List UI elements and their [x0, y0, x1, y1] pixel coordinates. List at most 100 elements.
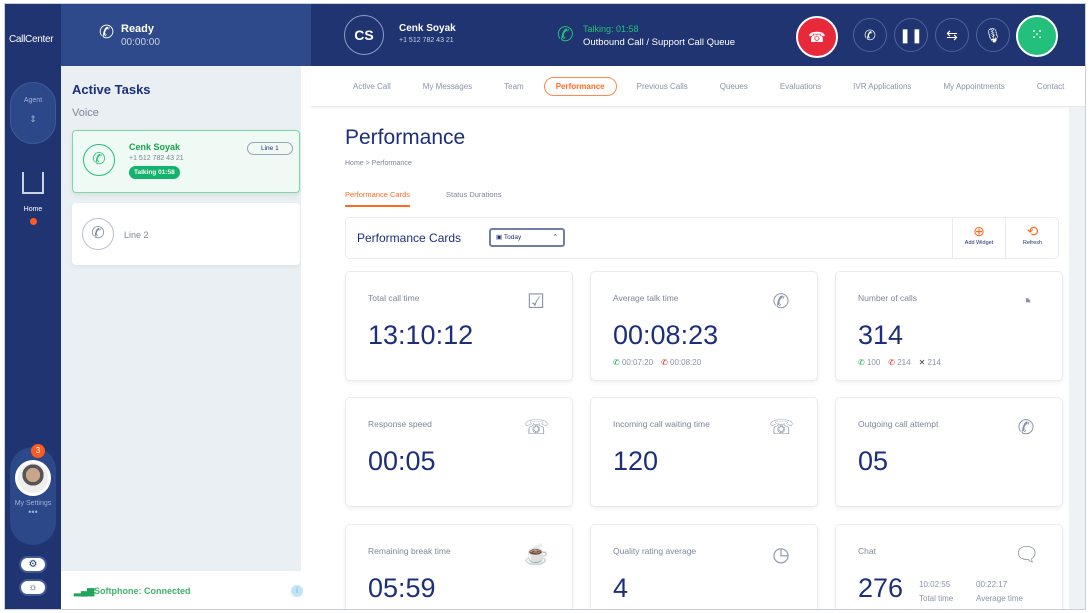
- breadcrumb[interactable]: Home > Performance: [345, 160, 412, 167]
- active-dot: [29, 218, 37, 225]
- card-value: 00:08:23: [613, 320, 719, 350]
- card-outgoing-call-attempt: Outgoing call attempt ✆ 05: [835, 397, 1063, 507]
- tab-queues[interactable]: Queues: [719, 81, 748, 91]
- ringing-phone-icon: ☏: [524, 417, 550, 439]
- mute-button[interactable]: 🎙: [976, 18, 1010, 52]
- softphone-label: Softphone: Connected: [94, 586, 191, 596]
- waiting-call-icon: ☏: [769, 417, 795, 439]
- card-title: Outgoing call attempt: [858, 419, 939, 429]
- tab-my-appointments[interactable]: My Appointments: [943, 81, 1005, 91]
- left-rail: CallCenter Agent ⇕ Home 3 My Settings •••…: [5, 4, 61, 609]
- refresh-button[interactable]: ⟲ Refresh: [1005, 218, 1059, 258]
- card-title: Average talk time: [613, 293, 679, 303]
- incoming-count: 100: [866, 358, 881, 367]
- card-title: Number of calls: [858, 293, 918, 303]
- outgoing-call-icon: ✆: [661, 358, 668, 367]
- add-widget-label: Add Widget: [964, 240, 994, 246]
- calendar-check-icon: ☑: [527, 291, 545, 313]
- add-widget-button[interactable]: ⊕ Add Widget: [952, 218, 1005, 258]
- line-badge: Line 1: [247, 142, 293, 155]
- home-icon: [22, 172, 44, 194]
- agent-switcher[interactable]: Agent ⇕: [10, 82, 56, 144]
- agent-status[interactable]: ✆ Ready 00:00:00: [61, 4, 311, 66]
- call-header: CS Cenk Soyak +1 512 782 43 21 ✆ Talking…: [311, 4, 1085, 66]
- outgoing-call-icon: ✆: [888, 358, 895, 367]
- chevron-up-icon: ⌃: [552, 234, 558, 241]
- chevron-updown-icon: ⇕: [29, 114, 37, 124]
- card-value: 120: [613, 446, 659, 476]
- task-name: Line 2: [124, 230, 149, 240]
- call-queue: Outbound Call / Support Call Queue: [583, 37, 736, 48]
- chat-icon: 🗨: [1014, 544, 1040, 566]
- task-item-line2[interactable]: ✆ Line 2: [72, 203, 300, 265]
- card-value: 13:10:12: [368, 320, 474, 350]
- card-value: 00:05: [368, 446, 436, 476]
- phone-icon: ✆: [99, 22, 115, 42]
- avatar: [15, 460, 51, 496]
- incoming-avg: 00:07:20: [621, 358, 654, 367]
- card-response-speed: Response speed ☏ 00:05: [345, 397, 573, 507]
- task-item[interactable]: ✆ Cenk Soyak +1 512 782 43 21 Talking 01…: [72, 130, 300, 193]
- tab-ivr-applications[interactable]: IVR Applications: [853, 81, 912, 91]
- notification-badge: 3: [31, 444, 45, 458]
- missed-call-icon: ✕: [918, 358, 926, 367]
- subtab-performance-cards[interactable]: Performance Cards: [345, 190, 411, 207]
- task-phone: +1 512 782 43 21: [129, 155, 184, 162]
- chat-total-time: 10:02:55: [919, 580, 951, 589]
- card-title: Incoming call waiting time: [613, 419, 710, 429]
- card-average-talk-time: Average talk time ✆ 00:08:23 ✆ 00:07:20 ✆…: [590, 271, 818, 381]
- dialpad-button[interactable]: ⁙: [1016, 15, 1058, 57]
- hold-button[interactable]: ❚❚: [894, 18, 928, 52]
- tab-evaluations[interactable]: Evaluations: [779, 81, 822, 91]
- card-title: Remaining break time: [368, 546, 451, 556]
- tab-my-messages[interactable]: My Messages: [422, 81, 473, 91]
- page-title: Performance: [345, 126, 466, 149]
- subtab-status-durations[interactable]: Status Durations: [446, 190, 502, 199]
- card-quality-rating-average: Quality rating average ◷ 4: [590, 524, 818, 609]
- incoming-call-icon: ✆: [858, 358, 865, 367]
- softphone-status: ▂▄▆ Softphone: Connected i: [61, 571, 303, 609]
- chat-total-label: Total time: [919, 594, 954, 603]
- caller-avatar: CS: [344, 15, 384, 55]
- chat-total: 10:02:55 Total time: [919, 578, 953, 606]
- tab-contact[interactable]: Contact: [1036, 81, 1065, 91]
- status-timer: 00:00:00: [121, 37, 160, 48]
- calendar-icon: ▣: [496, 234, 504, 241]
- theme-sun-icon[interactable]: ☼: [19, 579, 47, 596]
- signal-icon: ▂▄▆: [74, 586, 95, 596]
- transfer-button[interactable]: ⇆: [935, 18, 969, 52]
- card-title: Quality rating average: [613, 546, 697, 556]
- hangup-button[interactable]: ☎: [796, 16, 838, 58]
- top-tabs: Active Call My Messages Team Performance…: [311, 66, 1085, 107]
- period-dropdown[interactable]: ▣ Today ⌃: [489, 228, 565, 247]
- add-call-button[interactable]: ✆: [853, 18, 887, 52]
- nav-home[interactable]: Home: [5, 172, 61, 230]
- my-settings[interactable]: 3 My Settings •••: [10, 444, 56, 545]
- card-number-of-calls: Number of calls ◔ 314 ✆ 100 ✆ 214 ✕ 214: [835, 271, 1063, 381]
- task-name: Cenk Soyak: [129, 142, 181, 152]
- talking-badge: Talking 01:58: [129, 166, 180, 179]
- callcenter-logo: CallCenter: [9, 34, 54, 45]
- break-cup-icon: ☕: [524, 544, 549, 566]
- card-remaining-break-time: Remaining break time ☕ 05:59: [345, 524, 573, 609]
- outgoing-avg: 00:08:20: [670, 358, 702, 367]
- home-label: Home: [23, 206, 43, 213]
- call-count-icon: ◔: [1019, 291, 1033, 313]
- cards-toolbar: Performance Cards ▣ Today ⌃ ⊕ Add Widget ⟲…: [345, 217, 1059, 259]
- gear-icon[interactable]: ⚙: [19, 556, 47, 573]
- tab-previous-calls[interactable]: Previous Calls: [636, 81, 688, 91]
- period-value: Today: [503, 234, 522, 241]
- caller-name: Cenk Soyak: [399, 23, 456, 34]
- chat-average-label: Average time: [976, 594, 1023, 603]
- more-icon[interactable]: •••: [28, 507, 38, 517]
- section-title: Performance Cards: [357, 231, 462, 245]
- card-value: 4: [613, 573, 629, 603]
- tab-performance[interactable]: Performance: [543, 76, 617, 96]
- settings-label: My Settings: [14, 500, 52, 507]
- info-icon[interactable]: i: [291, 585, 303, 597]
- outbound-call-icon: ✆: [557, 24, 574, 46]
- status-state: Ready: [121, 23, 155, 35]
- tab-active-call[interactable]: Active Call: [353, 81, 391, 91]
- scrollbar[interactable]: [1069, 107, 1085, 609]
- tab-team[interactable]: Team: [504, 81, 524, 91]
